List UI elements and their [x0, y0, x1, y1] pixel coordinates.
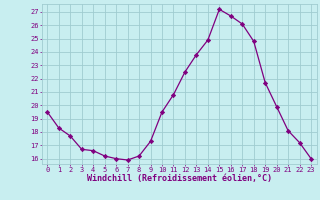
X-axis label: Windchill (Refroidissement éolien,°C): Windchill (Refroidissement éolien,°C) — [87, 174, 272, 183]
